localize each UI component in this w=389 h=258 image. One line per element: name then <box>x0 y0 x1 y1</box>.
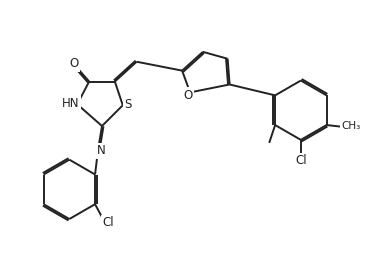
Text: Cl: Cl <box>102 216 114 229</box>
Text: O: O <box>70 57 79 70</box>
Text: S: S <box>124 98 131 111</box>
Text: Cl: Cl <box>295 154 307 167</box>
Text: O: O <box>184 89 193 102</box>
Text: CH₃: CH₃ <box>342 121 361 131</box>
Text: HN: HN <box>61 97 79 110</box>
Text: N: N <box>96 144 105 157</box>
